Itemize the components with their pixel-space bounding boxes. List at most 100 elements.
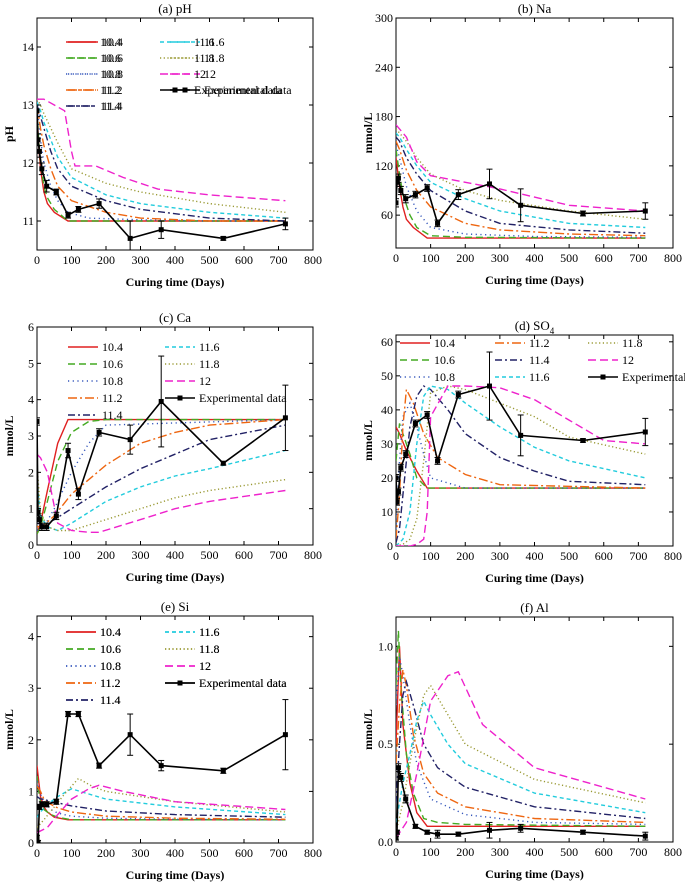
y-tick-label: 6 (28, 320, 34, 334)
legend-label: 10.4 (100, 625, 121, 639)
x-tick-label: 800 (664, 845, 682, 859)
y-axis-label: mmol/L (2, 416, 16, 457)
series-line-11-2 (37, 418, 286, 528)
experimental-point (96, 201, 102, 207)
series-line-10-8 (37, 104, 286, 222)
legend-marker (172, 87, 178, 93)
experimental-point (75, 206, 81, 212)
legend-label: 11.6 (529, 370, 550, 384)
legend-label: Experimental data (194, 83, 282, 97)
x-tick-label: 500 (560, 251, 578, 265)
plot-frame (395, 616, 674, 843)
y-tick-label: 2 (28, 465, 34, 479)
series-line-11-6 (37, 788, 286, 818)
y-tick-label: 1 (28, 502, 34, 516)
legend-label: 11.4 (100, 693, 121, 707)
y-tick-label: 0 (28, 538, 34, 552)
chart-title: (b) Na (518, 1, 552, 16)
experimental-point (424, 185, 430, 191)
experimental-point (398, 465, 404, 471)
y-tick-label: 4 (28, 630, 34, 644)
experimental-point (396, 489, 401, 495)
legend-label: 11.8 (199, 642, 220, 656)
experimental-point (403, 451, 409, 457)
legend: 10.4 11.6 10.6 11.8 10.8 12 11.2 Experimental d… (68, 340, 287, 422)
experimental-point (220, 768, 226, 774)
x-tick-label: 200 (97, 846, 115, 860)
experimental-point (37, 418, 40, 424)
x-tick-label: 0 (393, 549, 399, 563)
experimental-point (37, 840, 41, 843)
x-tick-label: 400 (526, 845, 544, 859)
experimental-point (412, 192, 418, 198)
x-tick-label: 300 (491, 845, 509, 859)
experimental-point (396, 499, 400, 505)
y-tick-label: 10 (381, 505, 393, 519)
x-tick-label: 300 (132, 253, 150, 267)
legend-label: 10.6 (100, 642, 121, 656)
chart-title: (e) Si (161, 599, 190, 614)
experimental-point (65, 212, 71, 218)
legend-label: 11.2 (100, 83, 121, 97)
experimental-point (127, 732, 133, 738)
x-tick-label: 400 (526, 251, 544, 265)
x-tick-label: 600 (235, 548, 253, 562)
legend-label: 10.8 (102, 374, 123, 388)
plot-frame (36, 326, 314, 546)
x-tick-label: 400 (526, 549, 544, 563)
legend-label: 12 (199, 374, 211, 388)
chart-title: (c) Ca (159, 310, 191, 325)
experimental-point (455, 392, 461, 398)
panel-Si: (e) Si0 100 200 300 400 500 600 700 80001234Curi… (2, 599, 322, 882)
legend-label: 11.2 (529, 336, 550, 350)
x-tick-label: 300 (132, 846, 150, 860)
series-line-11-6 (396, 385, 646, 546)
panel-SO4: (d) SO4 0 100 200 300 400 500 600 700 800 0 10 20 30 4… (361, 318, 685, 585)
legend-label: Experimental data (622, 370, 685, 384)
experimental-point (44, 524, 50, 530)
y-tick-label: 2 (28, 733, 34, 747)
x-tick-label: 800 (664, 251, 682, 265)
series-line-11-2 (396, 669, 646, 824)
experimental-point (642, 429, 648, 435)
series-line-10-6 (396, 423, 646, 489)
x-tick-label: 400 (166, 253, 184, 267)
legend-label: 11.6 (194, 35, 215, 49)
chart-title: (a) pH (158, 1, 192, 16)
x-tick-label: 500 (560, 549, 578, 563)
experimental-point (518, 202, 524, 208)
x-tick-label: 100 (422, 251, 440, 265)
experimental-point (53, 189, 59, 195)
legend: 10.4 11.2 11.8 10.6 11.4 12 10.8 11.6 Experiment… (400, 336, 685, 384)
x-tick-label: 700 (270, 253, 288, 267)
experimental-point (396, 175, 401, 181)
legend-marker (177, 680, 183, 686)
legend-label: 10.8 (100, 67, 121, 81)
experimental-point (396, 200, 399, 206)
y-axis-label: pH (2, 125, 16, 142)
experimental-point (580, 211, 586, 216)
experimental-point (396, 765, 401, 771)
experimental-point (158, 227, 164, 233)
experimental-point (96, 429, 102, 435)
x-axis-label: Curing time (Days) (126, 570, 225, 584)
experimental-point (39, 166, 45, 172)
legend-label: 10.4 (100, 625, 121, 639)
y-tick-label: 240 (375, 60, 393, 74)
panel-Na: (b) Na 0 100 200 300 400 500 600 700 800 60 120 180 2… (66, 1, 682, 287)
series-line-12 (396, 124, 646, 212)
experimental-point (580, 438, 586, 443)
y-tick-label: 14 (22, 40, 34, 54)
y-axis-label: mmol/L (361, 709, 375, 750)
experimental-point (403, 796, 409, 802)
experimental-point (37, 148, 42, 154)
experimental-point (403, 196, 409, 202)
x-tick-label: 600 (595, 549, 613, 563)
x-tick-label: 200 (97, 548, 115, 562)
experimental-point (642, 208, 648, 214)
legend-label: 12 (194, 67, 206, 81)
y-tick-label: 300 (375, 11, 393, 25)
x-tick-label: 800 (304, 846, 322, 860)
experimental-point (37, 835, 40, 841)
